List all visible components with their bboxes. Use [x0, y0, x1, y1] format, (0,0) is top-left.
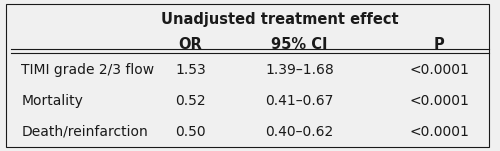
Text: <0.0001: <0.0001 — [409, 125, 469, 139]
Text: 1.53: 1.53 — [175, 63, 206, 77]
Text: 0.50: 0.50 — [175, 125, 206, 139]
Text: 1.39–1.68: 1.39–1.68 — [266, 63, 334, 77]
Text: <0.0001: <0.0001 — [409, 63, 469, 77]
Text: Death/reinfarction: Death/reinfarction — [22, 125, 148, 139]
Text: Unadjusted treatment effect: Unadjusted treatment effect — [161, 12, 398, 27]
Text: 0.52: 0.52 — [175, 94, 206, 108]
Text: <0.0001: <0.0001 — [409, 94, 469, 108]
Text: Mortality: Mortality — [22, 94, 83, 108]
Text: 0.40–0.62: 0.40–0.62 — [266, 125, 334, 139]
Text: 0.41–0.67: 0.41–0.67 — [266, 94, 334, 108]
Text: TIMI grade 2/3 flow: TIMI grade 2/3 flow — [22, 63, 154, 77]
Text: 95% CI: 95% CI — [272, 37, 328, 52]
Text: P: P — [434, 37, 444, 52]
Text: OR: OR — [178, 37, 202, 52]
